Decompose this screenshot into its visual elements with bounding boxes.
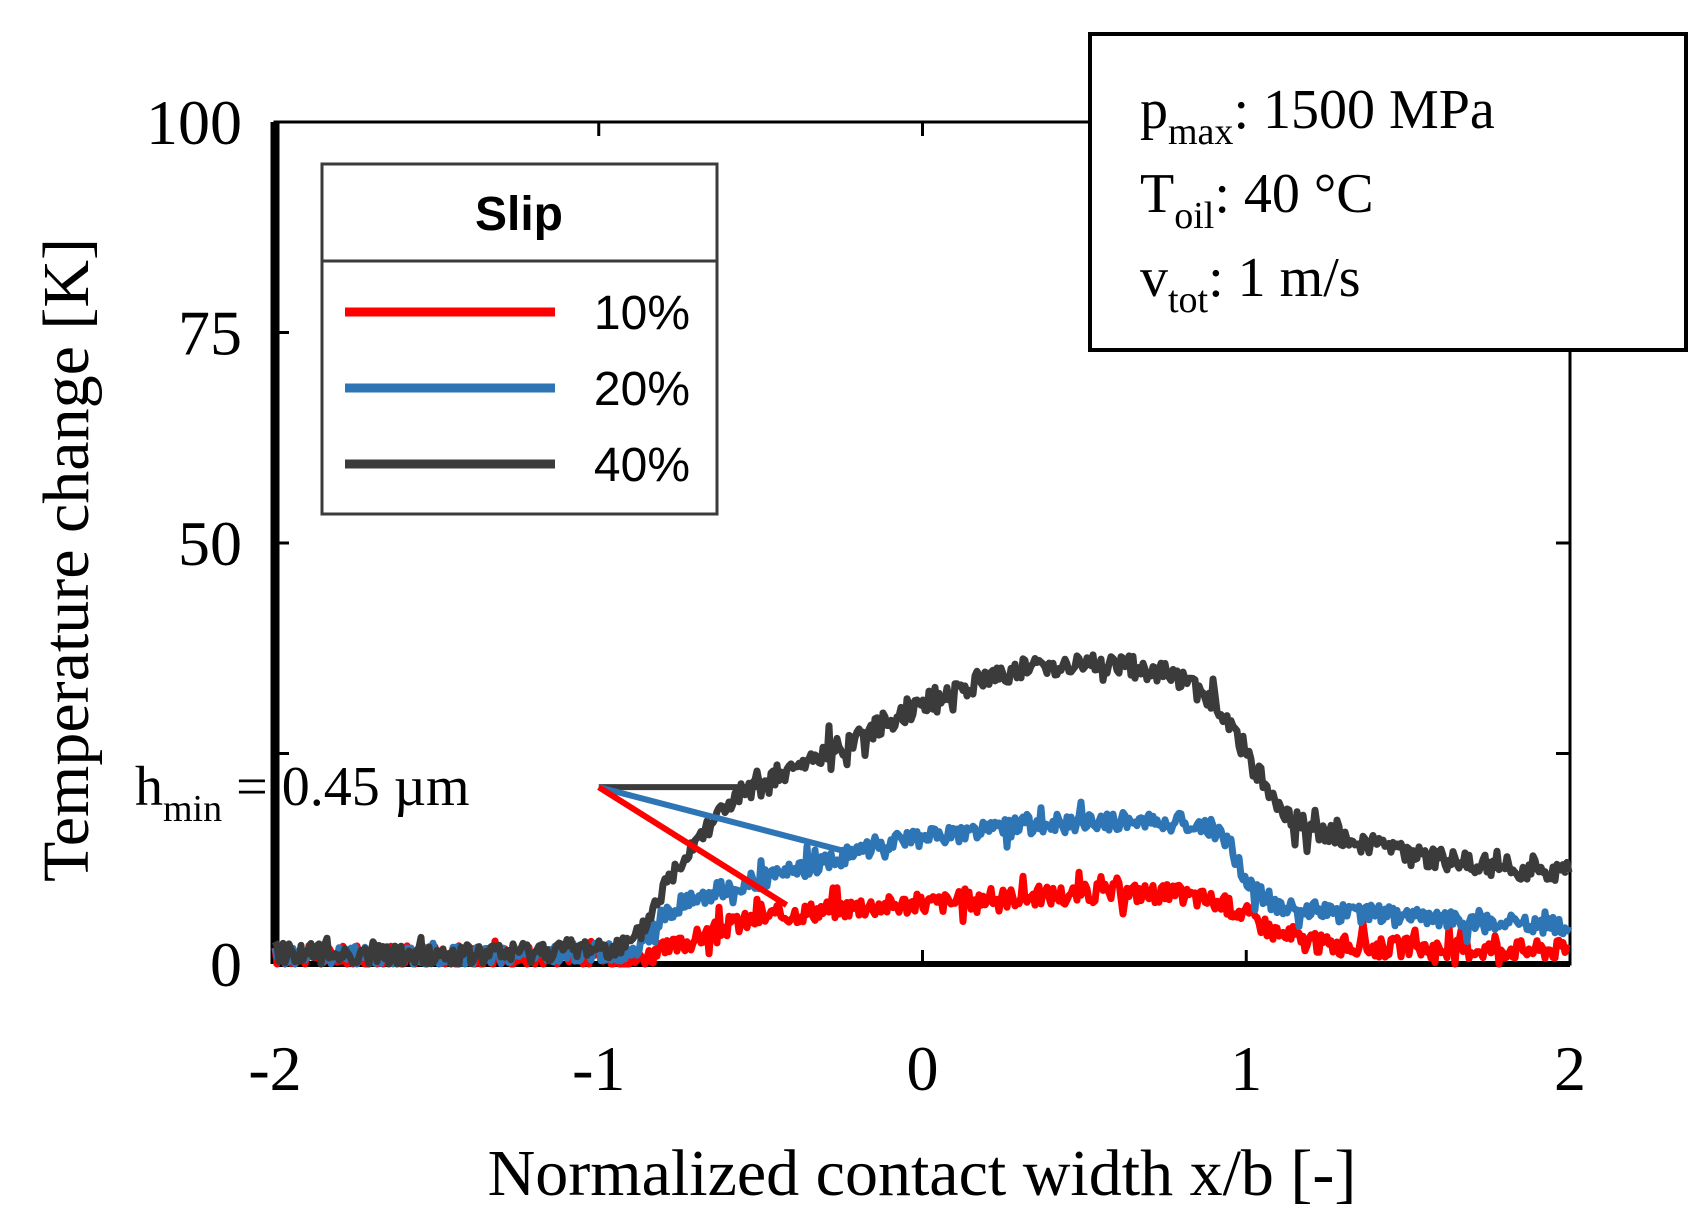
series-line-20% bbox=[271, 798, 1573, 968]
hmin-annotation: hmin = 0.45 µm bbox=[135, 756, 859, 908]
annotation-value: = 0.45 µm bbox=[222, 756, 469, 818]
series-layer bbox=[271, 651, 1573, 968]
velocity-value: : 1 m/s bbox=[1208, 247, 1360, 309]
y-tick-label-2: 50 bbox=[178, 508, 242, 579]
annotation-subscript: min bbox=[163, 788, 222, 830]
annotation-leader-lines bbox=[597, 784, 859, 908]
condition-line-oil-temp: Toil: 40 °C bbox=[1140, 163, 1374, 237]
x-tick-label-3: 1 bbox=[1230, 1033, 1262, 1104]
y-tick-label-0: 0 bbox=[210, 929, 242, 1000]
legend-label-20%: 20% bbox=[594, 363, 690, 416]
oil-temp-value: : 40 °C bbox=[1214, 163, 1373, 225]
y-tick-label-4: 100 bbox=[146, 87, 242, 158]
legend-label-10%: 10% bbox=[594, 287, 690, 340]
legend-box bbox=[320, 162, 719, 516]
pressure-value: : 1500 MPa bbox=[1233, 79, 1494, 141]
legend-title: Slip bbox=[475, 188, 563, 241]
y-tick-label-3: 75 bbox=[178, 298, 242, 369]
oil-temp-symbol: T bbox=[1140, 163, 1174, 225]
x-axis-title: Normalized contact width x/b [-] bbox=[488, 1137, 1357, 1210]
velocity-symbol: v bbox=[1140, 247, 1168, 309]
x-tick-label-1: -1 bbox=[572, 1033, 625, 1104]
oil-temp-subscript: oil bbox=[1174, 195, 1214, 237]
pressure-subscript: max bbox=[1168, 111, 1233, 153]
legend-label-40%: 40% bbox=[594, 439, 690, 492]
condition-line-velocity: vtot: 1 m/s bbox=[1140, 247, 1361, 321]
series-line-40% bbox=[271, 651, 1573, 968]
x-tick-label-4: 2 bbox=[1554, 1033, 1586, 1104]
x-tick-label-2: 0 bbox=[907, 1033, 939, 1104]
annotation-label: hmin = 0.45 µm bbox=[135, 756, 470, 830]
annotation-leader-20% bbox=[597, 784, 859, 858]
x-tick-label-0: -2 bbox=[248, 1033, 301, 1104]
velocity-subscript: tot bbox=[1168, 279, 1209, 321]
annotation-symbol: h bbox=[135, 756, 163, 818]
condition-line-pressure: pmax: 1500 MPa bbox=[1140, 79, 1495, 153]
axis-tick-labels: -2 -1 0 1 2 0 50 75 100 bbox=[146, 87, 1586, 1104]
y-axis-title: Temperature change [K] bbox=[30, 238, 103, 882]
legend-entries: 10% 20% 40% bbox=[345, 287, 690, 492]
legend: Slip 10% 20% 40% bbox=[320, 162, 719, 516]
conditions-box: pmax: 1500 MPa Toil: 40 °C vtot: 1 m/s bbox=[1088, 32, 1688, 352]
pressure-symbol: p bbox=[1140, 79, 1168, 141]
annotation-leader-10% bbox=[597, 784, 789, 908]
conditions-box-frame bbox=[1088, 32, 1688, 352]
